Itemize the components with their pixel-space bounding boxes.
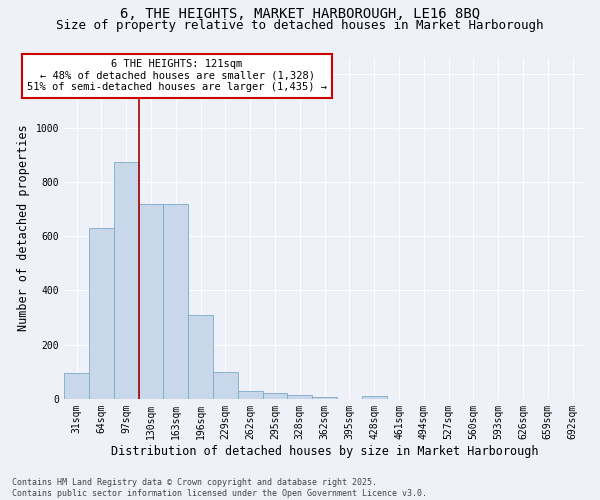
Bar bbox=[114, 162, 139, 399]
Bar bbox=[89, 228, 114, 399]
Bar bbox=[188, 315, 213, 399]
Bar bbox=[312, 398, 337, 399]
Bar bbox=[362, 396, 386, 399]
Bar bbox=[263, 394, 287, 399]
Text: Size of property relative to detached houses in Market Harborough: Size of property relative to detached ho… bbox=[56, 18, 544, 32]
Bar bbox=[213, 372, 238, 399]
Bar bbox=[287, 395, 312, 399]
Text: 6 THE HEIGHTS: 121sqm
← 48% of detached houses are smaller (1,328)
51% of semi-d: 6 THE HEIGHTS: 121sqm ← 48% of detached … bbox=[27, 60, 327, 92]
Bar bbox=[139, 204, 163, 399]
Text: Contains HM Land Registry data © Crown copyright and database right 2025.
Contai: Contains HM Land Registry data © Crown c… bbox=[12, 478, 427, 498]
Bar bbox=[163, 204, 188, 399]
Bar bbox=[64, 372, 89, 399]
Y-axis label: Number of detached properties: Number of detached properties bbox=[17, 125, 31, 332]
Bar bbox=[238, 390, 263, 399]
X-axis label: Distribution of detached houses by size in Market Harborough: Distribution of detached houses by size … bbox=[111, 444, 538, 458]
Text: 6, THE HEIGHTS, MARKET HARBOROUGH, LE16 8BQ: 6, THE HEIGHTS, MARKET HARBOROUGH, LE16 … bbox=[120, 8, 480, 22]
